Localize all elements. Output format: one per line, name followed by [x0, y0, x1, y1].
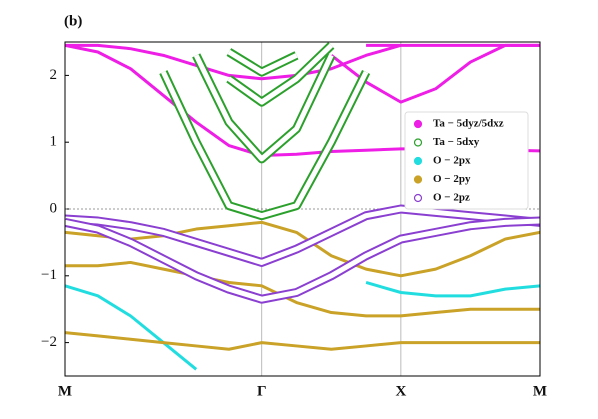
band: [365, 281, 540, 298]
x-tick-label: X: [395, 383, 406, 399]
band-outline: [159, 70, 371, 221]
plot-frame: [64, 41, 541, 377]
x-tick-label: M: [533, 383, 547, 399]
band-hollow: [227, 49, 298, 75]
band: [65, 260, 540, 318]
legend-box: [404, 111, 529, 210]
legend-label: Ta − 5dyz/5dxz: [433, 118, 504, 130]
legend-label: O − 2px: [433, 155, 471, 167]
legend-marker: [413, 119, 423, 129]
legend-marker: [413, 175, 423, 184]
legend-marker: [413, 193, 423, 203]
band-hollow: [227, 43, 334, 105]
band-hollow: [161, 70, 369, 219]
legend-label: Ta − 5dxy: [433, 136, 480, 148]
legend-marker: [413, 138, 423, 147]
band: [65, 284, 198, 371]
x-tick-label: M: [58, 383, 72, 399]
y-tick-label: 1: [50, 134, 58, 150]
y-tick-label: −2: [41, 334, 57, 350]
band: [65, 331, 540, 351]
bands: [65, 42, 540, 371]
band-hollow: [65, 218, 540, 302]
band-hollow: [65, 206, 540, 265]
band-hollow: [193, 54, 334, 162]
panel-label: (b): [64, 13, 82, 29]
legend-label: O − 2pz: [433, 192, 470, 204]
y-tick-label: −1: [41, 267, 57, 283]
y-tick-label: 0: [50, 200, 58, 216]
x-tick-label: Γ: [257, 383, 267, 399]
legend-marker: [413, 156, 423, 166]
y-tick-label: 2: [50, 67, 58, 83]
band: [65, 220, 540, 278]
legend-label: O − 2py: [433, 173, 471, 185]
